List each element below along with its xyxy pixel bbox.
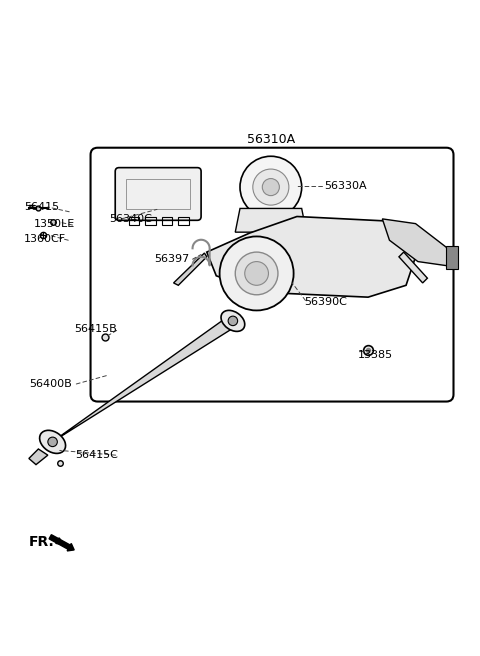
- Bar: [129, 216, 139, 225]
- Polygon shape: [399, 252, 427, 283]
- Text: 1350LE: 1350LE: [34, 218, 75, 229]
- Polygon shape: [383, 219, 451, 266]
- Text: 56310A: 56310A: [247, 133, 295, 146]
- Circle shape: [262, 178, 279, 195]
- Text: 56397: 56397: [155, 255, 190, 264]
- Polygon shape: [29, 449, 48, 464]
- Polygon shape: [174, 253, 207, 285]
- Circle shape: [245, 262, 268, 285]
- Circle shape: [235, 252, 278, 295]
- Ellipse shape: [40, 430, 66, 453]
- Text: 1360CF: 1360CF: [24, 234, 66, 244]
- Bar: [179, 216, 189, 225]
- Text: 56415C: 56415C: [75, 450, 118, 460]
- Bar: [126, 178, 190, 209]
- Circle shape: [253, 169, 289, 205]
- FancyBboxPatch shape: [115, 168, 201, 220]
- Text: 56415: 56415: [24, 202, 59, 212]
- Polygon shape: [235, 209, 306, 232]
- Circle shape: [48, 437, 57, 447]
- Text: 56400B: 56400B: [29, 379, 72, 388]
- Polygon shape: [207, 216, 416, 297]
- Bar: [162, 216, 172, 225]
- FancyArrow shape: [49, 535, 74, 551]
- Circle shape: [219, 236, 294, 310]
- Bar: [446, 246, 458, 269]
- Text: 56415B: 56415B: [74, 324, 117, 334]
- Text: 56340C: 56340C: [109, 214, 153, 224]
- Text: 13385: 13385: [358, 350, 393, 360]
- Circle shape: [240, 156, 301, 218]
- Circle shape: [228, 316, 238, 325]
- Text: FR.: FR.: [29, 535, 55, 550]
- Polygon shape: [47, 317, 239, 445]
- Ellipse shape: [221, 310, 245, 331]
- Text: 56330A: 56330A: [324, 180, 367, 191]
- Bar: [145, 216, 156, 225]
- Text: 56390C: 56390C: [304, 297, 347, 307]
